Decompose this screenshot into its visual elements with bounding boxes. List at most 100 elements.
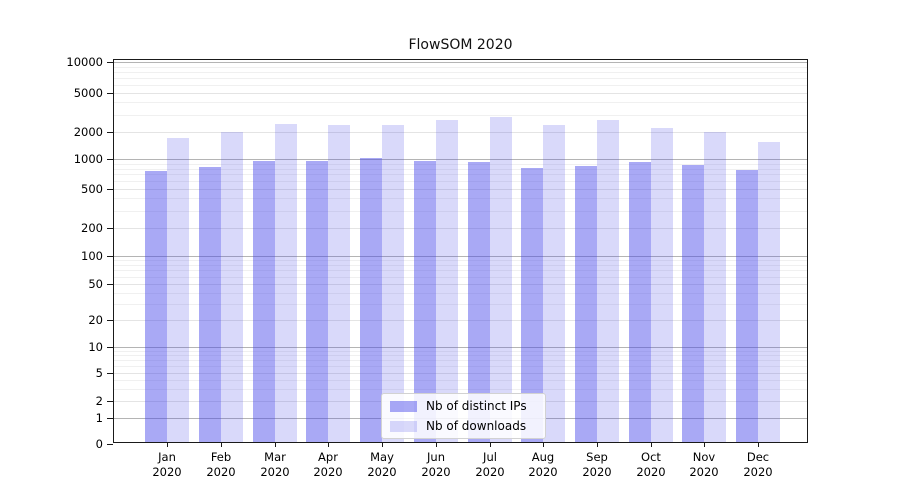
x-tick-label: Dec 2020 <box>743 450 773 479</box>
gridline-labeled <box>114 373 807 374</box>
bar-distinct-ips-mar <box>252 161 275 442</box>
bar-distinct-ips-jun <box>413 161 436 442</box>
gridline-major <box>114 159 807 160</box>
bar-downloads-apr <box>328 125 351 442</box>
gridline-minor <box>114 174 807 175</box>
bar-distinct-ips-nov <box>682 164 705 442</box>
bar-distinct-ips-apr <box>306 161 329 442</box>
y-tick-label: 5000 <box>73 86 103 100</box>
bar-distinct-ips-jan <box>145 171 168 442</box>
gridline-minor <box>114 102 807 103</box>
bar-downloads-aug <box>543 125 566 442</box>
x-tick-label: Nov 2020 <box>689 450 719 479</box>
plot-area: Nb of distinct IPs Nb of downloads 0 1 2 5 1… <box>66 55 808 479</box>
bar-distinct-ips-may <box>360 158 383 442</box>
gridline-minor <box>114 270 807 271</box>
y-tick-mark <box>107 444 113 445</box>
bar-downloads-oct <box>650 128 673 442</box>
x-tick-mark <box>382 442 383 447</box>
x-tick-mark <box>275 442 276 447</box>
x-tick-label: Mar 2020 <box>260 450 290 479</box>
y-tick-mark <box>107 132 113 133</box>
y-tick-mark <box>107 228 113 229</box>
gridline-minor <box>114 351 807 352</box>
bar-distinct-ips-sep <box>574 166 597 442</box>
bar-downloads-feb <box>221 132 243 442</box>
gridline-labeled <box>114 93 807 94</box>
x-tick-mark <box>758 442 759 447</box>
gridline-minor <box>114 260 807 261</box>
gridline-minor <box>114 78 807 79</box>
y-tick-mark <box>107 284 113 285</box>
chart-title: FlowSOM 2020 <box>408 37 513 53</box>
y-tick-label: 0 <box>95 437 103 451</box>
gridline-minor <box>114 366 807 367</box>
x-tick-label: Apr 2020 <box>313 450 343 479</box>
gridline-minor <box>114 360 807 361</box>
y-tick-mark <box>107 373 113 374</box>
x-tick-label: Feb 2020 <box>206 450 236 479</box>
y-tick-mark <box>107 401 113 402</box>
x-tick-label: Jun 2020 <box>421 450 451 479</box>
bar-downloads-dec <box>758 141 780 442</box>
bar-downloads-jan <box>167 138 190 442</box>
gridline-minor <box>114 265 807 266</box>
y-tick-label: 2 <box>95 394 103 408</box>
y-tick-label: 50 <box>88 277 103 291</box>
x-tick-mark <box>328 442 329 447</box>
legend-swatch-distinct-ips <box>390 400 417 412</box>
bar-distinct-ips-feb <box>199 167 221 442</box>
bar-downloads-nov <box>704 132 727 442</box>
gridline-labeled <box>114 284 807 285</box>
gridline-minor <box>114 293 807 294</box>
gridline-minor <box>114 380 807 381</box>
gridline-labeled <box>114 320 807 321</box>
y-tick-label: 500 <box>81 182 103 196</box>
y-tick-mark <box>107 418 113 419</box>
bar-downloads-sep <box>596 120 619 442</box>
gridline-major <box>114 256 807 257</box>
legend-entry-distinct-ips: Nb of distinct IPs <box>388 398 539 414</box>
x-tick-mark <box>704 442 705 447</box>
x-tick-label: May 2020 <box>367 450 397 479</box>
y-tick-label: 100 <box>81 249 103 263</box>
x-tick-mark <box>597 442 598 447</box>
gridline-labeled <box>114 132 807 133</box>
y-tick-label: 1 <box>95 411 103 425</box>
x-tick-mark <box>490 442 491 447</box>
bar-distinct-ips-jul <box>467 161 490 442</box>
bar-downloads-jun <box>435 120 458 442</box>
legend-entry-downloads: Nb of downloads <box>388 418 539 434</box>
gridline-minor <box>114 304 807 305</box>
x-tick-label: Jan 2020 <box>152 450 182 479</box>
bar-downloads-may <box>382 124 405 442</box>
legend-swatch-downloads <box>390 420 417 432</box>
y-tick-label: 2000 <box>73 125 103 139</box>
x-tick-label: Sep 2020 <box>582 450 612 479</box>
gridline-minor <box>114 389 807 390</box>
gridline-minor <box>114 67 807 68</box>
gridline-major <box>114 62 807 63</box>
x-tick-mark <box>221 442 222 447</box>
bar-distinct-ips-oct <box>628 161 651 442</box>
gridline-minor <box>114 169 807 170</box>
bar-distinct-ips-aug <box>521 167 544 442</box>
gridline-minor <box>114 277 807 278</box>
bar-downloads-mar <box>274 124 297 442</box>
y-tick-label: 10000 <box>66 55 103 69</box>
gridline-minor <box>114 181 807 182</box>
gridline-major <box>114 347 807 348</box>
y-tick-mark <box>107 159 113 160</box>
y-tick-label: 5 <box>95 366 103 380</box>
x-tick-label: Oct 2020 <box>636 450 666 479</box>
x-tick-mark <box>651 442 652 447</box>
legend: Nb of distinct IPs Nb of downloads <box>381 393 546 439</box>
y-tick-label: 20 <box>88 313 103 327</box>
x-tick-mark <box>167 442 168 447</box>
y-tick-mark <box>107 62 113 63</box>
gridline-minor <box>114 355 807 356</box>
x-tick-mark <box>436 442 437 447</box>
y-tick-mark <box>107 93 113 94</box>
y-tick-mark <box>107 189 113 190</box>
